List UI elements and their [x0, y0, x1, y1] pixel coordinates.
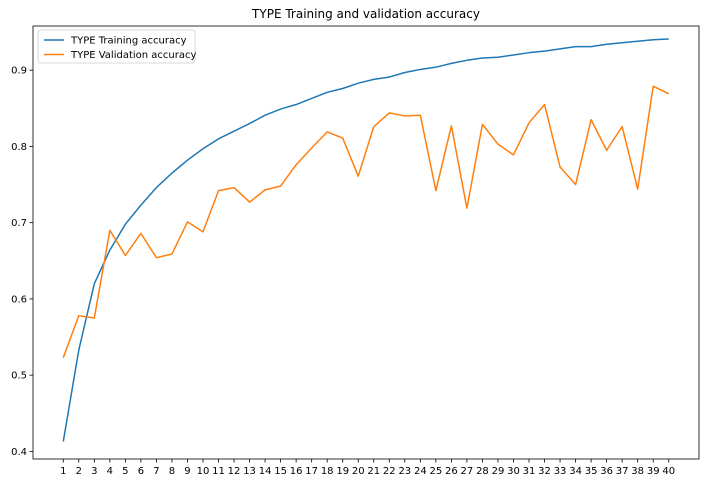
x-tick-label: 17 — [305, 466, 318, 477]
y-tick-label: 0.9 — [11, 66, 27, 77]
y-tick-label: 0.4 — [11, 447, 27, 458]
x-tick-label: 18 — [321, 466, 334, 477]
x-tick-label: 21 — [367, 466, 380, 477]
x-axis: 1 2 3 4 5 6 7 8 9 10 11 12 13 14 15 16 17 18 19 20 21 22 23 24 2… — [60, 459, 675, 477]
y-tick-label: 0.6 — [11, 294, 27, 305]
x-tick-label: 24 — [414, 466, 427, 477]
x-tick-label: 33 — [554, 466, 567, 477]
x-tick-label: 38 — [631, 466, 644, 477]
x-tick-label: 22 — [383, 466, 396, 477]
training-accuracy-line — [62, 38, 669, 442]
x-tick-label: 12 — [228, 466, 241, 477]
x-tick-label: 29 — [492, 466, 505, 477]
x-tick-label: 14 — [259, 466, 272, 477]
y-tick-label: 0.5 — [11, 371, 27, 382]
y-tick-label: 0.8 — [11, 142, 27, 153]
x-tick-label: 23 — [398, 466, 411, 477]
x-tick-label: 13 — [243, 466, 256, 477]
x-tick-label: 39 — [647, 466, 660, 477]
legend: TYPE Training accuracy TYPE Validation ac… — [37, 29, 197, 64]
x-tick-label: 3 — [91, 466, 97, 477]
x-tick-label: 26 — [445, 466, 458, 477]
x-tick-label: 31 — [523, 466, 536, 477]
x-tick-label: 25 — [429, 466, 442, 477]
x-tick-label: 10 — [197, 466, 210, 477]
validation-accuracy-line — [62, 85, 670, 358]
legend-label: TYPE Training accuracy — [70, 36, 187, 47]
x-tick-label: 32 — [538, 466, 551, 477]
x-tick-label: 36 — [600, 466, 613, 477]
y-axis: 0.4 0.5 0.6 0.7 0.8 0.9 — [11, 66, 33, 458]
x-tick-label: 15 — [274, 466, 287, 477]
x-tick-label: 1 — [60, 466, 66, 477]
x-tick-label: 7 — [153, 466, 159, 477]
x-tick-label: 5 — [122, 466, 128, 477]
x-tick-label: 30 — [507, 466, 520, 477]
legend-label: TYPE Validation accuracy — [70, 50, 197, 61]
x-tick-label: 40 — [662, 466, 675, 477]
x-tick-label: 35 — [585, 466, 598, 477]
legend-box — [37, 29, 196, 64]
x-tick-label: 4 — [107, 466, 113, 477]
x-tick-label: 6 — [138, 466, 144, 477]
x-tick-label: 19 — [336, 466, 349, 477]
x-tick-label: 2 — [76, 466, 82, 477]
x-tick-label: 37 — [616, 466, 629, 477]
x-tick-label: 28 — [476, 466, 489, 477]
series-layer — [62, 38, 670, 442]
x-tick-label: 34 — [569, 466, 582, 477]
x-tick-label: 27 — [461, 466, 474, 477]
plot-area — [32, 25, 700, 460]
x-tick-label: 16 — [290, 466, 303, 477]
x-tick-label: 11 — [212, 466, 225, 477]
x-tick-label: 9 — [184, 466, 190, 477]
y-tick-label: 0.7 — [11, 218, 27, 229]
x-tick-label: 8 — [169, 466, 175, 477]
x-tick-label: 20 — [352, 466, 365, 477]
chart-title: TYPE Training and validation accuracy — [251, 7, 480, 21]
